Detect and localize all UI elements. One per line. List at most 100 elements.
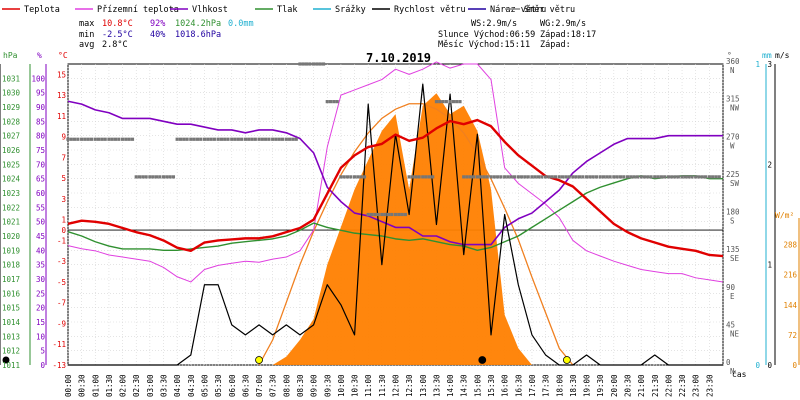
direction-point xyxy=(594,175,599,179)
stat-moon: Měsíc Východ:15:11 xyxy=(438,40,530,50)
direction-point xyxy=(629,175,633,179)
tick-label-hpa: 1017 xyxy=(2,275,20,284)
moon-marker-left xyxy=(2,356,10,364)
direction-point xyxy=(615,175,619,179)
direction-point xyxy=(230,137,234,141)
direction-point xyxy=(441,100,445,104)
direction-point xyxy=(182,137,186,141)
direction-point xyxy=(356,175,360,179)
direction-point xyxy=(663,175,667,179)
tick-label-hpa: 1013 xyxy=(2,332,20,341)
tick-label-degc: 13 xyxy=(57,91,66,100)
tick-label-hpa: 1021 xyxy=(2,218,20,227)
tick-label-degc: 1 xyxy=(61,216,66,225)
tick-label-hpa: 1016 xyxy=(2,289,21,298)
direction-point xyxy=(219,137,224,141)
direction-point xyxy=(444,100,448,104)
direction-point xyxy=(202,137,207,141)
direction-point xyxy=(83,137,87,141)
tick-label-direction: 90 xyxy=(726,283,736,292)
tick-label-direction: 45 xyxy=(726,320,735,329)
direction-point xyxy=(659,175,663,179)
tick-label-hpa: 1024 xyxy=(2,175,21,184)
tick-label-time: 04:30 xyxy=(187,374,196,397)
tick-label-degc: -9 xyxy=(57,319,66,328)
direction-point xyxy=(383,212,387,217)
tick-label-time: 18:00 xyxy=(555,374,564,397)
direction-point xyxy=(96,137,101,141)
direction-point xyxy=(189,137,193,141)
direction-point xyxy=(509,175,513,179)
radiation-area xyxy=(258,93,574,366)
tick-label-time: 05:00 xyxy=(200,374,209,397)
tick-label-degc: -1 xyxy=(57,236,66,245)
tick-label-time: 15:00 xyxy=(473,374,482,397)
direction-point xyxy=(421,175,425,179)
legend-label: Přízemní teplota xyxy=(97,5,179,15)
direction-point xyxy=(417,175,421,179)
direction-point xyxy=(673,175,677,179)
direction-point xyxy=(598,175,602,179)
direction-point xyxy=(482,175,486,179)
direction-point xyxy=(424,175,428,179)
direction-point xyxy=(390,212,394,217)
unit-wm2: W/m² xyxy=(775,211,794,220)
legend-item-srazky: Srážky xyxy=(313,5,366,15)
tick-label-hpa: 1029 xyxy=(2,103,20,112)
tick-label-pct: 45 xyxy=(36,232,45,241)
tick-label-hpa: 1014 xyxy=(2,318,21,327)
tick-label-time: 06:30 xyxy=(241,374,250,397)
tick-label-pct: 25 xyxy=(36,289,45,298)
direction-point xyxy=(206,137,210,141)
tick-label-pct: 90 xyxy=(36,103,46,112)
direction-point xyxy=(468,175,472,179)
direction-point xyxy=(608,175,612,179)
direction-point xyxy=(148,175,152,179)
direction-point xyxy=(168,175,172,179)
direction-point xyxy=(700,175,704,179)
sunset-marker xyxy=(562,356,571,364)
direction-point xyxy=(584,175,589,179)
tick-label-time: 21:30 xyxy=(651,374,660,397)
direction-point xyxy=(315,62,319,66)
direction-point xyxy=(103,137,107,141)
tick-label-time: 02:30 xyxy=(132,374,141,397)
tick-label-degc: -3 xyxy=(57,257,66,266)
legend-label: Tlak xyxy=(277,5,297,15)
direction-point xyxy=(69,137,73,141)
direction-point xyxy=(127,137,131,141)
tick-label-hpa: 1023 xyxy=(2,189,20,198)
stat-wg: WG:2.9m/s xyxy=(540,19,586,29)
tick-label-pct: 15 xyxy=(36,318,45,327)
direction-point xyxy=(632,175,636,179)
direction-point xyxy=(318,62,322,66)
direction-point xyxy=(458,100,462,104)
tick-label-time: 20:30 xyxy=(623,374,632,397)
tick-label-time: 17:00 xyxy=(528,374,537,397)
direction-point xyxy=(195,137,200,141)
tick-label-time: 15:30 xyxy=(487,374,496,397)
direction-point xyxy=(564,175,568,179)
tick-label-radiation: 0 xyxy=(792,361,797,370)
tick-label-time: 01:30 xyxy=(105,374,114,397)
direction-point xyxy=(714,175,718,179)
direction-point xyxy=(185,137,189,141)
direction-point xyxy=(410,175,415,179)
stat-ws: WS:2.9m/s xyxy=(471,19,517,29)
direction-point xyxy=(547,175,551,179)
direction-point xyxy=(605,175,609,179)
direction-point xyxy=(670,175,674,179)
direction-point xyxy=(646,175,650,179)
direction-point xyxy=(479,175,483,179)
direction-point xyxy=(80,137,84,141)
tick-label-time: 08:00 xyxy=(282,374,291,397)
direction-point xyxy=(618,175,623,179)
direction-point xyxy=(308,62,312,66)
series-line-tlak xyxy=(67,175,723,252)
tick-label-time: 16:00 xyxy=(501,374,510,397)
direction-point xyxy=(574,175,578,179)
tick-label-radiation: 288 xyxy=(783,241,797,250)
tick-label-hpa: 1025 xyxy=(2,160,20,169)
tick-label-degc: 7 xyxy=(61,153,66,162)
direction-point xyxy=(250,137,254,141)
